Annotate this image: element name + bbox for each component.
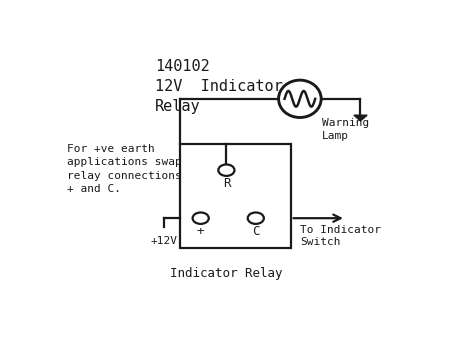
Text: C: C: [252, 225, 260, 238]
Circle shape: [248, 213, 264, 224]
Polygon shape: [354, 115, 367, 121]
Bar: [181, 144, 291, 248]
Text: +: +: [197, 225, 204, 238]
Text: R: R: [223, 177, 230, 190]
Circle shape: [219, 164, 235, 176]
Text: Warning
Lamp: Warning Lamp: [322, 118, 369, 141]
Ellipse shape: [279, 80, 321, 118]
Text: +12V: +12V: [150, 236, 177, 246]
Text: Indicator Relay: Indicator Relay: [170, 268, 283, 280]
Text: For +ve earth
applications swap
relay connections
+ and C.: For +ve earth applications swap relay co…: [66, 144, 182, 194]
Text: To Indicator
Switch: To Indicator Switch: [300, 225, 381, 247]
Text: 140102
12V  Indicator
Relay: 140102 12V Indicator Relay: [155, 59, 283, 114]
Circle shape: [192, 213, 209, 224]
